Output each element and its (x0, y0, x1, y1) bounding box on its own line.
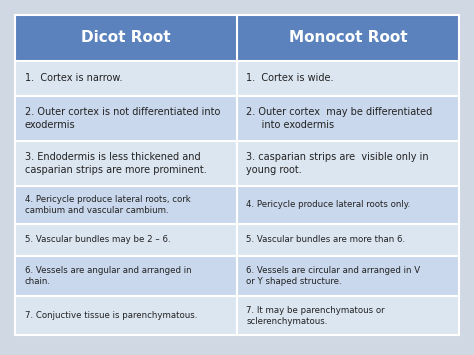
Bar (15, 256, 237, 296)
Text: 2. Outer cortex  may be differentiated
     into exodermis: 2. Outer cortex may be differentiated in… (246, 107, 433, 130)
Text: 4. Pericycle produce lateral roots only.: 4. Pericycle produce lateral roots only. (246, 200, 411, 209)
Text: 1.  Cortex is wide.: 1. Cortex is wide. (246, 73, 334, 83)
Bar (237, 141, 459, 186)
Text: 6. Vessels are circular and arranged in V
or Y shaped structure.: 6. Vessels are circular and arranged in … (246, 266, 420, 286)
Bar (237, 186, 459, 224)
Text: 5. Vascular bundles may be 2 – 6.: 5. Vascular bundles may be 2 – 6. (25, 235, 170, 245)
Bar (237, 96, 459, 141)
Text: 4. Pericycle produce lateral roots, cork
cambium and vascular cambium.: 4. Pericycle produce lateral roots, cork… (25, 195, 191, 215)
Bar (15, 96, 237, 141)
Text: 2. Outer cortex is not differentiated into
exodermis: 2. Outer cortex is not differentiated in… (25, 107, 220, 130)
Bar (15, 61, 237, 96)
Bar (15, 186, 237, 224)
Text: 3. casparian strips are  visible only in
young root.: 3. casparian strips are visible only in … (246, 152, 429, 175)
Text: 5. Vascular bundles are more than 6.: 5. Vascular bundles are more than 6. (246, 235, 406, 245)
Bar (15, 224, 237, 256)
Text: 6. Vessels are angular and arranged in
chain.: 6. Vessels are angular and arranged in c… (25, 266, 191, 286)
Text: Monocot Root: Monocot Root (289, 31, 407, 45)
Text: 7. Conjuctive tissue is parenchymatous.: 7. Conjuctive tissue is parenchymatous. (25, 311, 197, 320)
Bar (237, 61, 459, 96)
Bar (15, 141, 237, 186)
Bar (15, 296, 237, 335)
Bar (237, 256, 459, 296)
Text: 3. Endodermis is less thickened and
casparian strips are more prominent.: 3. Endodermis is less thickened and casp… (25, 152, 206, 175)
Bar (237, 296, 459, 335)
Bar (15, 15, 237, 61)
Bar (237, 224, 459, 256)
Bar (237, 15, 459, 61)
Text: 1.  Cortex is narrow.: 1. Cortex is narrow. (25, 73, 122, 83)
Text: Dicot Root: Dicot Root (81, 31, 171, 45)
Text: 7. It may be parenchymatous or
sclerenchymatous.: 7. It may be parenchymatous or sclerench… (246, 306, 385, 326)
